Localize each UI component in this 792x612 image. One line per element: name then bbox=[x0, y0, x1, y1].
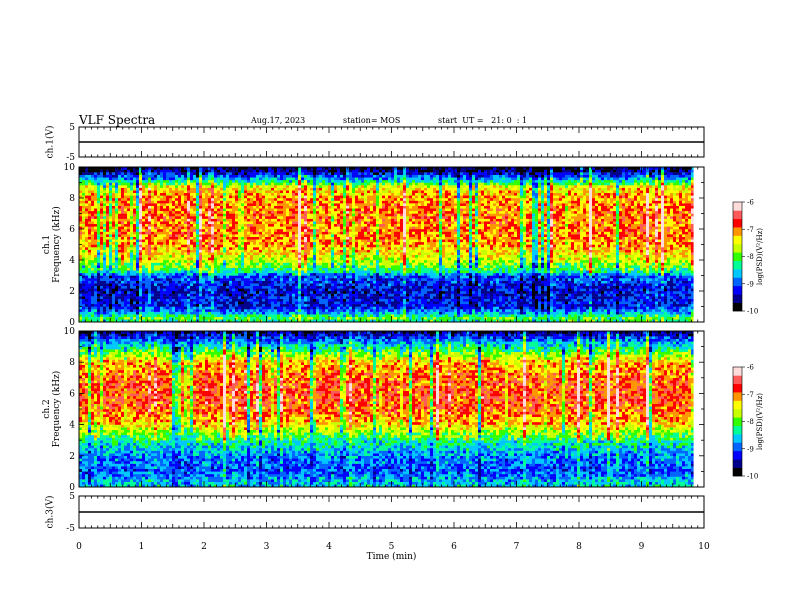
y-tick-label: 6 bbox=[69, 225, 75, 235]
colorbar-label: log(PSD)(V²/Hz) bbox=[756, 228, 764, 285]
spectrogram-image bbox=[79, 167, 694, 323]
colorbar-segment bbox=[733, 294, 742, 303]
x-tick-label: 8 bbox=[576, 542, 582, 552]
date-label: Aug.17, 2023 bbox=[250, 116, 305, 125]
time-axis: 0 1 2 3 4 5 6 7 8 9 10 Time (min) bbox=[76, 542, 710, 562]
ch3-voltage-panel: -5 5 ch.3(V) bbox=[45, 492, 705, 534]
y-tick-label: 4 bbox=[69, 421, 75, 431]
figure-title: VLF Spectra bbox=[78, 113, 155, 127]
y-axis-label: ch.1(V) bbox=[45, 126, 56, 159]
colorbar-tick-label: -7 bbox=[747, 391, 754, 399]
start-time-label: start UT = 21: 0 : 1 bbox=[438, 116, 527, 125]
colorbar-segment bbox=[733, 218, 742, 228]
x-tick-label: 9 bbox=[639, 542, 645, 552]
y-tick-label: 5 bbox=[69, 492, 75, 502]
colorbar-segment bbox=[733, 235, 742, 245]
colorbar-segment bbox=[733, 210, 742, 220]
y-tick-label: 2 bbox=[69, 452, 75, 462]
x-tick-label: 1 bbox=[139, 542, 145, 552]
colorbar-segment bbox=[733, 375, 742, 385]
colorbar-segment bbox=[733, 227, 742, 236]
y-tick-label: 10 bbox=[64, 327, 76, 337]
y-tick-label: 8 bbox=[69, 358, 75, 368]
colorbar-segment bbox=[733, 459, 742, 468]
y-axis-label: ch.2Frequency (kHz) bbox=[42, 371, 62, 448]
x-tick-label: 10 bbox=[698, 542, 710, 552]
x-tick-label: 0 bbox=[76, 542, 82, 552]
colorbar-segment bbox=[733, 302, 742, 312]
y-tick-label: 0 bbox=[69, 318, 75, 328]
x-tick-label: 5 bbox=[389, 542, 395, 552]
colorbar-tick-label: -8 bbox=[747, 253, 754, 261]
y-tick-label: 5 bbox=[69, 123, 75, 133]
colorbar-segment bbox=[733, 383, 742, 393]
ch1-spectrogram-panel: 0 2 4 6 8 10 ch.1Frequency (kHz) bbox=[42, 163, 705, 328]
colorbar-tick-label: -6 bbox=[747, 199, 754, 207]
colorbar-segment bbox=[733, 425, 742, 435]
colorbar-segment bbox=[733, 417, 742, 426]
colorbar-segment bbox=[733, 285, 742, 295]
colorbar-segment bbox=[733, 400, 742, 410]
y-tick-label: 8 bbox=[69, 194, 75, 204]
x-tick-label: 6 bbox=[451, 542, 457, 552]
colorbar-segment bbox=[733, 260, 742, 270]
ch2-colorbar: -10 -9 -8 -7 -6 log(PSD)(V²/Hz) bbox=[732, 364, 764, 481]
station-label: station= MOS bbox=[343, 116, 400, 125]
colorbar-segment bbox=[733, 408, 742, 418]
y-tick-label: 6 bbox=[69, 389, 75, 399]
colorbar-segment bbox=[733, 367, 742, 376]
x-tick-label: 7 bbox=[514, 542, 520, 552]
y-tick-label: 10 bbox=[64, 163, 76, 173]
x-axis-label: Time (min) bbox=[367, 551, 417, 562]
y-axis-label: ch.3(V) bbox=[45, 496, 56, 529]
colorbar-segment bbox=[733, 450, 742, 460]
colorbar-label: log(PSD)(V²/Hz) bbox=[756, 393, 764, 450]
colorbar-segment bbox=[733, 392, 742, 401]
colorbar-tick-label: -8 bbox=[747, 418, 754, 426]
colorbar-tick-label: -6 bbox=[747, 364, 754, 372]
colorbar-segment bbox=[733, 277, 742, 287]
x-tick-label: 2 bbox=[201, 542, 207, 552]
colorbar-segment bbox=[733, 243, 742, 253]
y-tick-label: -5 bbox=[66, 153, 75, 163]
colorbar-tick-label: -10 bbox=[747, 308, 758, 316]
colorbar-tick-label: -9 bbox=[747, 280, 754, 288]
x-tick-label: 3 bbox=[264, 542, 270, 552]
y-axis-label: ch.1Frequency (kHz) bbox=[42, 206, 62, 283]
y-tick-label: 2 bbox=[69, 287, 75, 297]
colorbar-segment bbox=[733, 269, 742, 278]
colorbar-segment bbox=[733, 202, 742, 211]
colorbar-segment bbox=[733, 467, 742, 477]
colorbar-tick-label: -9 bbox=[747, 445, 754, 453]
y-tick-label: -5 bbox=[66, 524, 75, 534]
ch1-colorbar: -10 -9 -8 -7 -6 log(PSD)(V²/Hz) bbox=[732, 199, 764, 316]
colorbar-segment bbox=[733, 252, 742, 261]
colorbar-tick-label: -10 bbox=[747, 473, 758, 481]
y-tick-label: 0 bbox=[69, 483, 75, 493]
colorbar-segment bbox=[733, 442, 742, 452]
y-tick-label: 4 bbox=[69, 256, 75, 266]
ch1-voltage-panel: -5 5 ch.1(V) bbox=[45, 123, 705, 163]
spectrogram-image bbox=[79, 331, 694, 488]
colorbar-tick-label: -7 bbox=[747, 226, 754, 234]
x-tick-label: 4 bbox=[326, 542, 332, 552]
colorbar-segment bbox=[733, 434, 742, 443]
ch2-spectrogram-panel: 0 2 4 6 8 10 ch.2Frequency (kHz) bbox=[42, 327, 705, 493]
